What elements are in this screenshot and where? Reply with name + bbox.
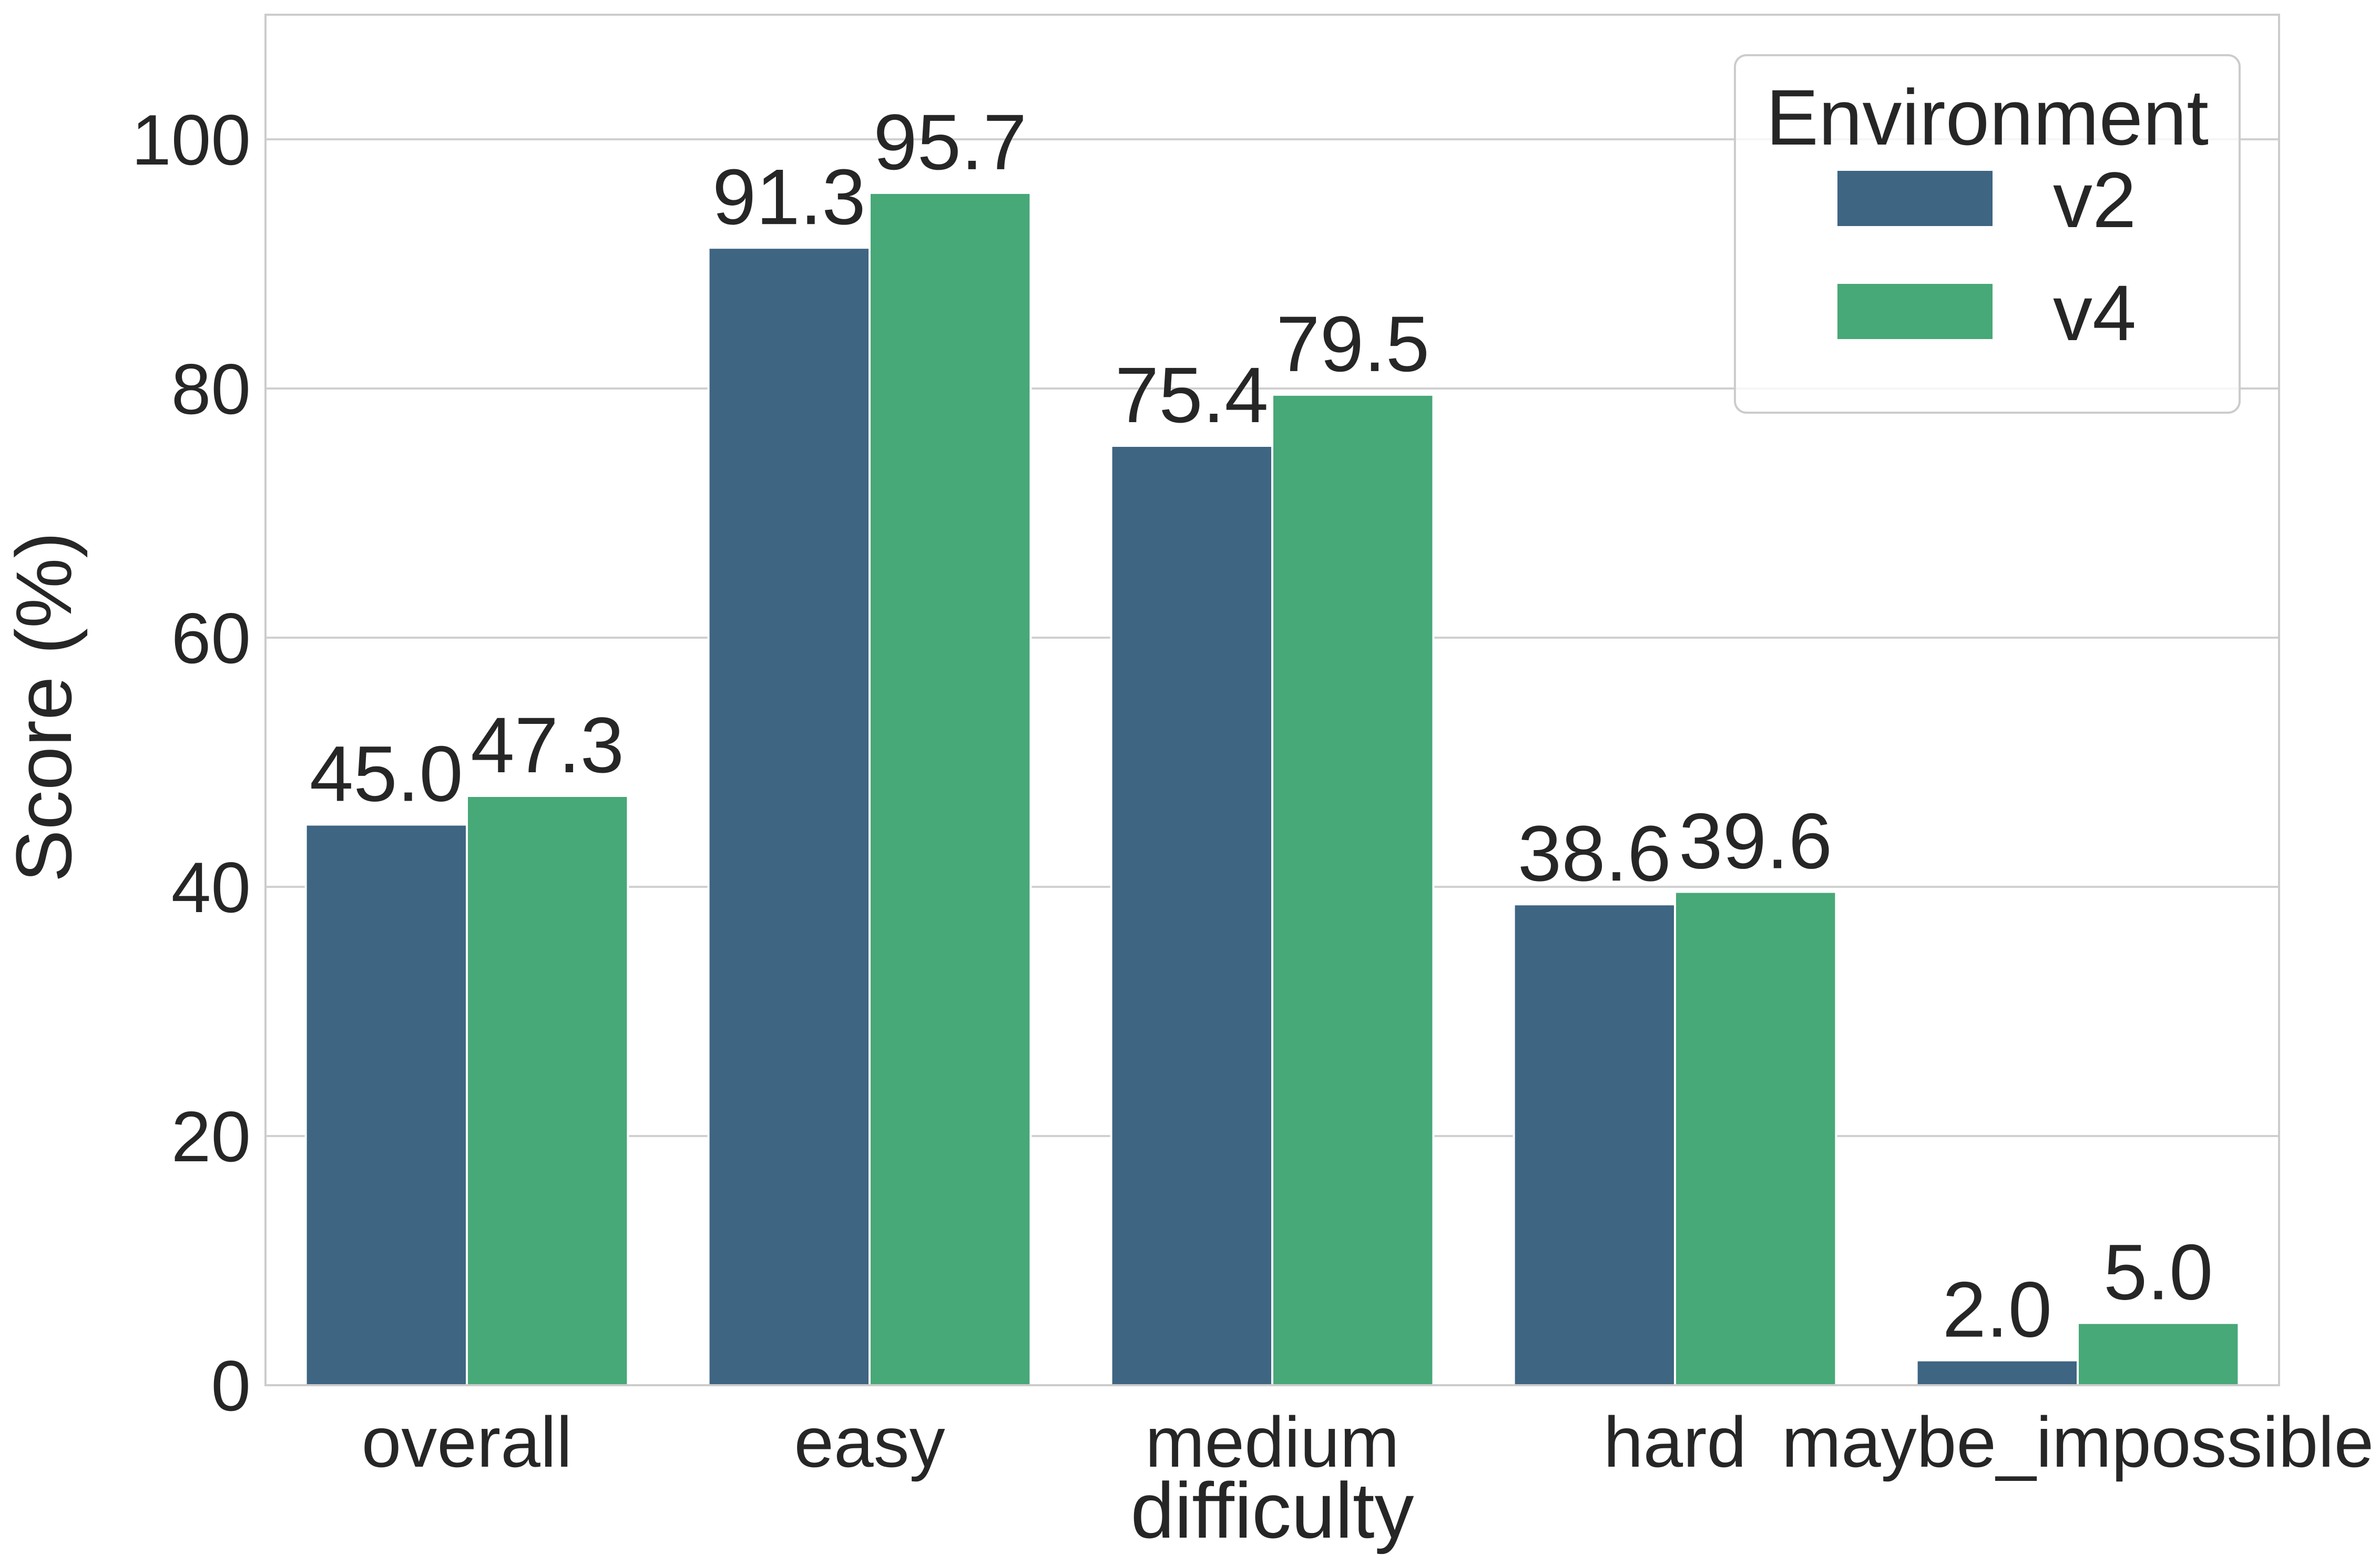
y-tick-label: 0: [211, 1346, 251, 1426]
bars: [304, 191, 2240, 1387]
x-axis-title: difficulty: [1130, 1466, 1414, 1554]
legend: Environment v2 v4: [1734, 54, 2241, 414]
y-axis-title: Score (%): [0, 532, 88, 883]
bar-value-label: 91.3: [712, 152, 866, 241]
y-tick-label: 60: [171, 598, 251, 678]
legend-label-v4: v4: [2053, 269, 2136, 357]
legend-label-v2: v2: [2053, 156, 2136, 244]
x-tick-label: hard: [1603, 1402, 1746, 1482]
bar-v4-overall: [466, 794, 629, 1386]
bar-value-label: 38.6: [1518, 809, 1671, 897]
x-tick-label: overall: [362, 1402, 573, 1482]
y-tick-label: 20: [171, 1097, 251, 1177]
legend-title: Environment: [1766, 73, 2209, 161]
y-tick-label: 80: [171, 349, 251, 429]
bar-value-label: 2.0: [1943, 1265, 2052, 1354]
plot-frame: [264, 14, 2280, 1386]
legend-swatch-v4: [1837, 284, 1993, 339]
bar-value-label: 45.0: [310, 730, 463, 818]
bar-value-label: 75.4: [1115, 351, 1269, 439]
bar-v2-overall: [304, 823, 468, 1386]
bar-v2-easy: [707, 247, 871, 1387]
y-tick-label: 40: [171, 847, 251, 927]
bar-v4-hard: [1674, 891, 1837, 1386]
x-tick-label: maybe_impossible: [1782, 1402, 2374, 1482]
x-tick-label: medium: [1145, 1402, 1400, 1482]
bar-v4-easy: [869, 191, 1032, 1387]
bar-value-label: 95.7: [873, 98, 1027, 186]
bar-value-label: 5.0: [2103, 1228, 2213, 1316]
bar-value-label: 47.3: [471, 701, 624, 789]
bar-v4-maybe_impossible: [2077, 1322, 2240, 1386]
bar-v2-maybe_impossible: [1915, 1359, 2079, 1387]
bar-value-label: 79.5: [1276, 300, 1429, 388]
bar-v4-medium: [1271, 393, 1435, 1386]
x-tick-label: easy: [794, 1402, 945, 1482]
legend-swatch-v2: [1837, 171, 1993, 226]
bar-v2-hard: [1513, 903, 1677, 1387]
bar-value-label: 39.6: [1679, 796, 1832, 885]
y-tick-label: 100: [131, 100, 251, 180]
axes: 0 20 40 60 80 100 overall easy medium hard maybe_i…: [131, 14, 2374, 1482]
bar-value-labels: 45.0 47.3 91.395.7 75.479.5 38.6 39.6 2.0 5.0: [310, 98, 2213, 1354]
bar-v2-medium: [1110, 445, 1274, 1386]
